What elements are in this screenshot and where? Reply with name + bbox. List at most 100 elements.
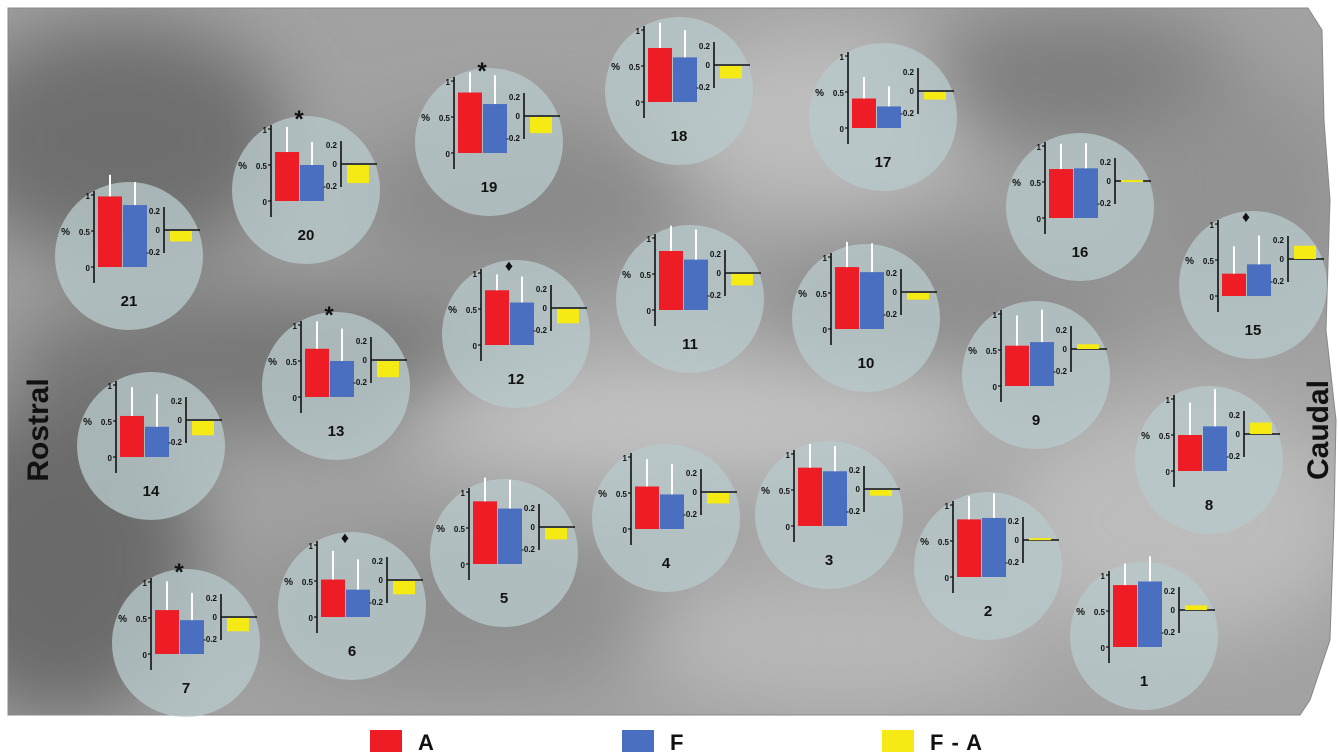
difference-tick-label: 0 xyxy=(1015,536,1020,545)
percent-tick-label: 0.5 xyxy=(629,63,641,72)
percent-tick-label: 1 xyxy=(309,542,314,551)
caudal-label: Caudal xyxy=(1302,380,1335,480)
difference-tick-label: -0.2 xyxy=(506,134,520,143)
region-12: 1 0.5 0% ♦ 0.2 0 -0.2 12 xyxy=(442,258,590,408)
percent-tick-label: 0.5 xyxy=(79,228,91,237)
bar-f-minus-a xyxy=(1294,245,1316,259)
significance-marker: ♦ xyxy=(341,530,349,547)
percent-tick-label: 1 xyxy=(840,53,845,62)
difference-tick-label: 0.2 xyxy=(903,68,915,77)
difference-tick-label: -0.2 xyxy=(1005,558,1019,567)
region-7: 1 0.5 0% * 0.2 0 -0.2 7 xyxy=(112,559,260,717)
percent-axis-label: % xyxy=(284,577,293,588)
difference-tick-label: -0.2 xyxy=(900,109,914,118)
region-number-label: 12 xyxy=(508,371,525,388)
region-8: 1 0.5 0% 0.2 0 -0.2 8 xyxy=(1135,386,1283,534)
difference-tick-label: 0.2 xyxy=(1008,517,1020,526)
percent-tick-label: 1 xyxy=(1210,221,1215,230)
percent-tick-label: 1 xyxy=(993,311,998,320)
bar-a xyxy=(1178,435,1202,471)
bar-a xyxy=(458,92,482,153)
bar-f-minus-a xyxy=(557,309,579,324)
difference-tick-label: -0.2 xyxy=(1226,452,1240,461)
difference-tick-label: 0 xyxy=(156,226,161,235)
region-number-label: 9 xyxy=(1032,412,1040,429)
percent-tick-label: 0.5 xyxy=(938,538,950,547)
bar-f xyxy=(1138,581,1162,647)
region-16: 1 0.5 0% 0.2 0 -0.2 16 xyxy=(1006,133,1154,281)
percent-tick-label: 0 xyxy=(461,561,466,570)
difference-tick-label: 0 xyxy=(1107,177,1112,186)
bar-f-minus-a xyxy=(1185,605,1207,610)
difference-tick-label: -0.2 xyxy=(353,378,367,387)
bar-f-minus-a xyxy=(227,618,249,632)
map-outline xyxy=(7,7,1337,716)
percent-tick-label: 0.5 xyxy=(302,578,314,587)
bar-f xyxy=(180,620,204,654)
region-number-label: 5 xyxy=(500,590,508,607)
percent-tick-label: 1 xyxy=(108,382,113,391)
bar-a xyxy=(1113,585,1137,647)
percent-tick-label: 0.5 xyxy=(779,487,791,496)
difference-tick-label: 0 xyxy=(363,356,368,365)
percent-axis-label: % xyxy=(448,305,457,316)
difference-tick-label: 0.2 xyxy=(326,141,338,150)
bar-f xyxy=(982,517,1006,577)
significance-marker: * xyxy=(477,58,487,85)
difference-tick-label: -0.2 xyxy=(683,510,697,519)
region-3: 1 0.5 0% 0.2 0 -0.2 3 xyxy=(755,441,903,589)
bar-f xyxy=(684,259,708,310)
difference-tick-label: -0.2 xyxy=(1270,277,1284,286)
percent-tick-label: 1 xyxy=(636,27,641,36)
difference-tick-label: 0.2 xyxy=(1273,236,1285,245)
percent-tick-label: 1 xyxy=(263,126,268,135)
bar-f xyxy=(330,361,354,397)
percent-axis-label: % xyxy=(118,614,127,625)
region-18: 1 0.5 0% 0.2 0 -0.2 18 xyxy=(605,17,753,165)
difference-tick-label: 0.2 xyxy=(699,42,711,51)
bar-f-minus-a xyxy=(1029,538,1051,541)
difference-tick-label: 0.2 xyxy=(536,285,548,294)
bar-a xyxy=(798,467,822,526)
region-14: 1 0.5 0% 0.2 0 -0.2 14 xyxy=(77,372,225,520)
difference-tick-label: 0 xyxy=(706,61,711,70)
percent-tick-label: 0 xyxy=(1166,468,1171,477)
difference-tick-label: 0 xyxy=(893,288,898,297)
region-number-label: 17 xyxy=(875,154,892,171)
percent-tick-label: 0.5 xyxy=(1159,432,1171,441)
legend-label-f-minus-a: F - A xyxy=(930,730,984,755)
legend-label-a: A xyxy=(418,730,435,755)
significance-marker: * xyxy=(174,559,184,586)
bar-f-minus-a xyxy=(1250,422,1272,434)
bar-f-minus-a xyxy=(907,293,929,300)
region-number-label: 6 xyxy=(348,643,356,660)
bar-f xyxy=(1203,426,1227,471)
percent-tick-label: 0 xyxy=(623,526,628,535)
difference-tick-label: -0.2 xyxy=(203,635,217,644)
bar-a xyxy=(305,348,329,397)
percent-tick-label: 0.5 xyxy=(286,358,298,367)
percent-axis-label: % xyxy=(1076,607,1085,618)
difference-tick-label: 0 xyxy=(543,304,548,313)
significance-marker: ♦ xyxy=(1242,209,1250,226)
significance-marker: * xyxy=(324,302,334,329)
difference-tick-label: 0.2 xyxy=(1056,326,1068,335)
percent-tick-label: 0.5 xyxy=(101,418,113,427)
percent-axis-label: % xyxy=(238,161,247,172)
percent-tick-label: 1 xyxy=(446,78,451,87)
percent-tick-label: 0.5 xyxy=(640,271,652,280)
region-10: 1 0.5 0% 0.2 0 -0.2 10 xyxy=(792,241,940,392)
bar-f-minus-a xyxy=(720,66,742,79)
percent-tick-label: 0 xyxy=(945,574,950,583)
percent-axis-label: % xyxy=(761,486,770,497)
bar-f xyxy=(1030,342,1054,386)
bar-a xyxy=(1222,273,1246,296)
bar-f-minus-a xyxy=(731,274,753,286)
percent-tick-label: 0 xyxy=(143,651,148,660)
percent-tick-label: 0.5 xyxy=(986,347,998,356)
percent-tick-label: 0 xyxy=(993,383,998,392)
percent-axis-label: % xyxy=(1141,431,1150,442)
difference-tick-label: 0 xyxy=(910,87,915,96)
bar-a xyxy=(957,519,981,577)
percent-axis-label: % xyxy=(611,62,620,73)
